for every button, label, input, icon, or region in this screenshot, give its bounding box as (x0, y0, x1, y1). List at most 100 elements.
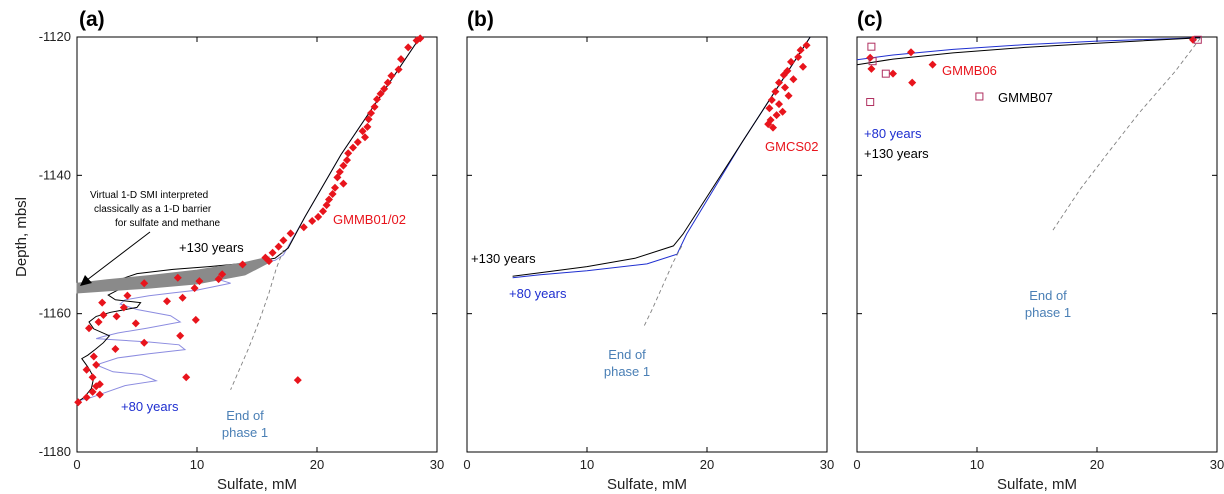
series-b-3-line (642, 245, 683, 328)
x-tick-label-a-0: 0 (73, 457, 80, 472)
series-b-0-point-4 (799, 62, 807, 71)
series-b-0-point-13 (775, 100, 783, 109)
series-a-0-point-55 (131, 319, 140, 328)
series-a-0-point-65 (92, 382, 101, 391)
panel-a-marks (74, 34, 425, 407)
series-a-0-point-67 (95, 390, 104, 399)
label-80-years-a: +80 years (121, 399, 179, 414)
y-axis-label: Depth, mbsl (13, 197, 30, 277)
series-c-0-point-3 (928, 60, 937, 69)
panel-b-letter: (b) (467, 8, 494, 31)
series-a-0-point-68 (82, 393, 91, 402)
label-130-years-a: +130 years (179, 240, 244, 255)
series-a-0-point-41 (195, 277, 204, 286)
series-a-0-point-22 (333, 173, 342, 182)
panel-b-frame (466, 36, 828, 453)
series-b-0-point-9 (781, 83, 789, 92)
label-end-phase1-a-line1: End of (226, 408, 264, 423)
series-b-0-point-2 (794, 53, 803, 62)
series-b-0-point-14 (765, 104, 774, 113)
series-a-0-point-15 (361, 133, 369, 142)
series-a-0-point-69 (74, 398, 83, 407)
series-c-1-point-4 (975, 92, 984, 101)
x-tick-label-b-2: 20 (700, 457, 714, 472)
series-a-0-point-44 (178, 293, 187, 302)
series-b-0-point-10 (771, 87, 780, 96)
series-b-0-point-1 (796, 46, 805, 55)
series-a-0-point-10 (370, 102, 379, 111)
series-a-0-point-40 (214, 275, 223, 284)
label-end-phase1-b-line1: End of (608, 347, 646, 362)
series-c-3-line (856, 37, 1201, 66)
series-a-0-point-39 (218, 270, 227, 279)
series-a-0-point-43 (173, 273, 182, 282)
series-a-0-point-33 (279, 236, 288, 245)
series-a-0-point-2 (404, 43, 413, 52)
series-a-0-point-61 (82, 365, 91, 374)
series-c-1-point-2 (868, 57, 877, 66)
series-c-0-point-0 (1189, 35, 1197, 44)
series-a-0-point-27 (322, 201, 331, 210)
series-a-0-point-45 (140, 279, 149, 288)
series-c-1-point-1 (867, 42, 876, 51)
label-80-years-b: +80 years (509, 286, 567, 301)
series-b-0-point-11 (784, 91, 793, 100)
series-c-4-line (1052, 38, 1201, 231)
series-a-0-point-1 (412, 36, 421, 45)
series-a-0-point-63 (182, 373, 191, 382)
series-a-0-point-62 (88, 373, 97, 382)
series-b-0-point-16 (772, 111, 781, 120)
series-a-0-point-29 (314, 212, 323, 221)
series-a-0-point-60 (92, 360, 101, 369)
series-a-0-point-3 (397, 55, 405, 64)
series-a-3-line (230, 249, 284, 390)
series-a-0-point-18 (344, 149, 353, 158)
label-130-years-b: +130 years (471, 251, 536, 266)
series-a-0-point-49 (98, 298, 107, 307)
series-a-0-point-70 (293, 376, 302, 385)
series-a-0-point-42 (190, 284, 199, 293)
series-c-1-point-5 (866, 98, 875, 107)
series-a-0-point-48 (119, 303, 128, 312)
series-c-1-point-3 (881, 69, 890, 78)
y-tick-label-3: -1180 (39, 444, 71, 459)
series-a-0-point-46 (163, 297, 171, 306)
panel-a: (a) Sulfate, mM 0 10 20 30 -1120 -1140 -1160 -1… (39, 8, 445, 493)
series-a-0-point-4 (394, 65, 403, 74)
series-a-0-point-30 (308, 216, 317, 225)
series-b-1-line (512, 36, 811, 279)
series-a-0-point-50 (112, 312, 121, 321)
label-smi-line1: Virtual 1-D SMI interpreted (90, 190, 208, 201)
series-b-0-point-7 (789, 75, 798, 84)
series-a-0-point-47 (123, 291, 132, 300)
series-a-0-point-38 (238, 260, 247, 269)
smi-arrow-shaft (86, 231, 151, 281)
series-c-1-point-0 (1193, 35, 1202, 44)
label-gmmb0102: GMMB01/02 (333, 212, 406, 227)
series-a-0-point-52 (94, 317, 103, 326)
y-tick-label-1: -1140 (39, 167, 71, 182)
label-80-years-c: +80 years (864, 126, 922, 141)
series-a-0-point-6 (383, 78, 392, 87)
panel-b: (b) Sulfate, mM 0 10 20 30 GMCS02 +130 year… (463, 8, 834, 493)
series-a-0-point-66 (88, 387, 97, 396)
series-a-0-point-59 (89, 352, 98, 361)
series-c-0-point-6 (908, 78, 917, 87)
x-tick-label-a-1: 10 (190, 457, 204, 472)
panel-c-marks (856, 35, 1202, 231)
series-a-0-point-14 (358, 127, 367, 136)
series-a-0-point-17 (349, 143, 357, 152)
series-b-0-point-18 (764, 120, 773, 129)
label-end-phase1-c-line2: phase 1 (1025, 305, 1071, 320)
series-a-0-point-13 (363, 122, 372, 131)
smi-arrowhead (80, 275, 92, 286)
panel-b-ticks: 0 10 20 30 (463, 36, 834, 472)
series-a-0-point-28 (319, 207, 327, 216)
x-tick-label-b-3: 30 (820, 457, 834, 472)
panel-a-frame (76, 36, 438, 453)
label-gmcs02: GMCS02 (765, 139, 818, 154)
series-b-0-point-6 (779, 71, 788, 80)
series-b-2-line (512, 36, 811, 277)
panel-b-marks (512, 36, 811, 328)
